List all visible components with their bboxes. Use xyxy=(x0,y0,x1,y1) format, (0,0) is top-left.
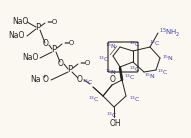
Text: $^{15}$N: $^{15}$N xyxy=(162,53,174,63)
Text: =O: =O xyxy=(63,40,74,46)
Text: Na: Na xyxy=(30,75,40,84)
Text: $^{13}$C: $^{13}$C xyxy=(106,110,118,120)
Text: $^{13}$C: $^{13}$C xyxy=(88,94,100,104)
Text: $^{13}$C: $^{13}$C xyxy=(157,67,169,77)
Text: $^{13}$C: $^{13}$C xyxy=(124,72,136,82)
Text: $^{13}$C: $^{13}$C xyxy=(129,64,141,74)
Text: $^{15}$N: $^{15}$N xyxy=(144,71,156,81)
Text: O: O xyxy=(43,39,49,48)
Text: =O: =O xyxy=(46,19,57,25)
Text: $^{13}$C: $^{13}$C xyxy=(129,94,141,104)
Text: $^{15}$NH$_2$: $^{15}$NH$_2$ xyxy=(159,27,181,39)
Text: NaO: NaO xyxy=(8,31,24,40)
Text: NaO: NaO xyxy=(12,18,28,26)
Text: $^{13}$C: $^{13}$C xyxy=(98,54,110,64)
Text: P: P xyxy=(51,46,57,55)
Text: P: P xyxy=(36,23,40,33)
Text: P: P xyxy=(67,66,73,75)
Text: +: + xyxy=(42,75,46,79)
Text: OH: OH xyxy=(109,120,121,128)
Text: $^{13}$C: $^{13}$C xyxy=(149,38,161,48)
Text: $^{15}$N: $^{15}$N xyxy=(105,67,117,77)
Text: NaO: NaO xyxy=(22,54,38,63)
Text: $^{13}$C: $^{13}$C xyxy=(129,39,141,49)
Text: $^{15}$N: $^{15}$N xyxy=(105,41,117,51)
Text: O: O xyxy=(58,59,64,67)
Text: O: O xyxy=(77,75,83,83)
Text: $^{13}$C: $^{13}$C xyxy=(82,77,94,87)
Text: O: O xyxy=(43,75,49,84)
Text: =O: =O xyxy=(79,60,90,66)
Text: O: O xyxy=(110,75,116,83)
